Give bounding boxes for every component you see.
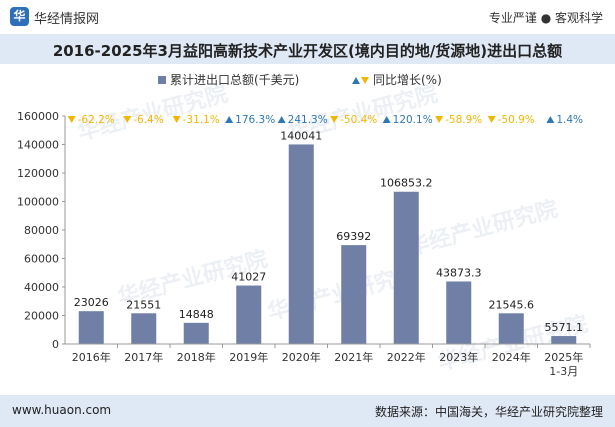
huajing-logo-icon: 华: [10, 7, 29, 26]
x-tick-label: 2017年: [124, 350, 163, 364]
footer-website[interactable]: www.huaon.com: [12, 403, 112, 417]
y-tick-label: 0: [52, 338, 59, 351]
growth-up-triangle-icon: [382, 116, 391, 123]
bar: [131, 313, 157, 344]
growth-down-triangle-icon: [67, 116, 76, 123]
bar: [341, 245, 367, 344]
footer-band: [0, 395, 615, 427]
legend: 累计进出口总额(千美元) 同比增长(%): [158, 73, 442, 87]
bar-value-label: 21551: [126, 298, 161, 311]
growth-value-label: -50.4%: [340, 114, 377, 126]
legend-label-bars: 累计进出口总额(千美元): [170, 73, 299, 87]
bar-value-label: 41027: [231, 271, 266, 284]
bar: [393, 191, 419, 344]
x-axis: 2016年 2017年 2018年 2019年 2020年 2021年 2022年 2023年…: [65, 343, 591, 378]
y-tick-label: 120000: [17, 167, 59, 180]
tagline: 专业严谨 ● 客观科学: [488, 11, 603, 25]
growth-down-triangle-icon: [172, 116, 181, 123]
growth-value-label: -6.4%: [133, 114, 163, 126]
legend-up-triangle-icon: [352, 77, 360, 84]
growth-down-triangle-icon: [435, 116, 444, 123]
bar: [498, 313, 524, 344]
growth-value-label: 241.3%: [288, 114, 328, 126]
growth-value-label: 1.4%: [556, 114, 583, 126]
title-band: [0, 34, 615, 64]
growth-up-triangle-icon: [225, 116, 234, 123]
x-tick-label: 2022年: [387, 350, 426, 364]
bar-value-label: 21545.6: [489, 298, 535, 311]
bar-value-label: 14848: [179, 308, 214, 321]
footer-source: 数据来源：中国海关，华经产业研究院整理: [374, 405, 603, 419]
bar: [236, 285, 262, 344]
growth-value-label: 176.3%: [235, 114, 275, 126]
bar: [446, 281, 472, 344]
top-bar: 华 华经情报网 专业严谨 ● 客观科学: [0, 0, 615, 34]
legend-swatch-bars: [158, 76, 166, 84]
bar: [78, 311, 104, 344]
bar: [551, 336, 577, 344]
growth-up-triangle-icon: [277, 116, 286, 123]
x-tick-label: 2024年: [492, 350, 531, 364]
x-tick-label: 2019年: [229, 350, 268, 364]
watermark-text: 华经产业研究院: [405, 196, 560, 261]
growth-down-triangle-icon: [330, 116, 339, 123]
growth-value-label: -62.2%: [78, 114, 115, 126]
growth-value-label: -31.1%: [183, 114, 220, 126]
y-tick-label: 100000: [17, 196, 59, 209]
bar-value-label: 140041: [280, 129, 322, 142]
x-tick-label: 2018年: [177, 350, 216, 364]
growth-value-label: 120.1%: [393, 114, 433, 126]
growth-value-label: -58.9%: [445, 114, 482, 126]
legend-label-growth: 同比增长(%): [373, 73, 442, 87]
x-tick-label: 2016年: [72, 350, 111, 364]
growth-down-triangle-icon: [123, 116, 132, 123]
chart-title: 2016-2025年3月益阳高新技术产业开发区(境内目的地/货源地)进出口总额: [52, 42, 563, 60]
bar: [288, 144, 314, 344]
y-axis: 0 20000 40000 60000 80000 100000 120000 140000 1…: [17, 110, 66, 351]
y-tick-label: 40000: [24, 281, 59, 294]
y-tick-label: 140000: [17, 139, 59, 152]
y-tick-label: 20000: [24, 310, 59, 323]
bar-value-label: 43873.3: [436, 266, 482, 279]
growth-down-triangle-icon: [487, 116, 496, 123]
x-tick-label: 2020年: [282, 350, 321, 364]
x-tick-label: 2025年 1-3月: [544, 350, 583, 378]
y-tick-label: 60000: [24, 253, 59, 266]
growth-value-label: -50.9%: [498, 114, 535, 126]
y-tick-label: 80000: [24, 224, 59, 237]
y-tick-label: 160000: [17, 110, 59, 123]
bar-value-label: 106853.2: [380, 177, 433, 190]
bar: [183, 322, 209, 344]
x-tick-label: 2023年: [439, 350, 478, 364]
bar-value-label: 5571.1: [545, 321, 584, 334]
bar-value-label: 23026: [74, 296, 109, 309]
x-tick-label: 2021年: [334, 350, 373, 364]
bar-value-label: 69392: [336, 230, 371, 243]
growth-labels: -62.2% -6.4% -31.1% 176.3% 241.3% -50.4% 120.1…: [67, 114, 583, 126]
legend-down-triangle-icon: [361, 77, 369, 84]
brand-name: 华经情报网: [34, 12, 100, 27]
bars: 23026 21551 14848 41027 140041 69392 106853.2 4…: [74, 129, 583, 344]
growth-up-triangle-icon: [546, 116, 555, 123]
